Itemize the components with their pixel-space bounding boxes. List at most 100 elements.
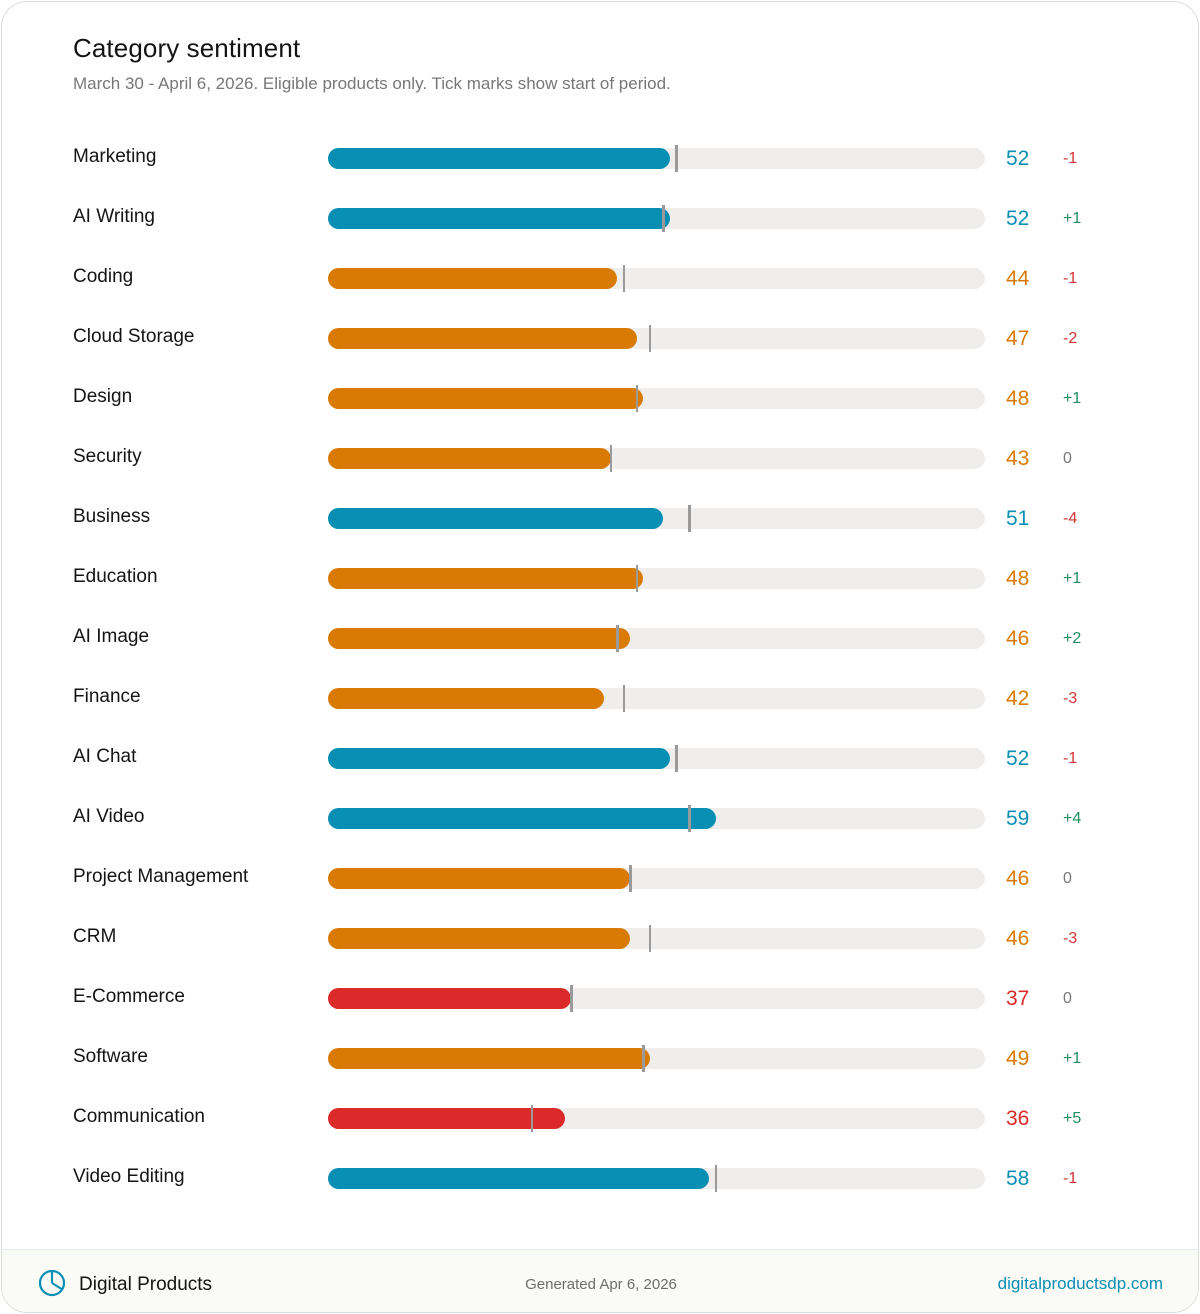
bar-track — [328, 985, 985, 1012]
value-label: 52 — [1006, 207, 1030, 230]
chart-row: Design 48 +1 — [2, 370, 1198, 430]
category-label: Cloud Storage — [73, 326, 195, 347]
category-label: Education — [73, 566, 158, 587]
category-label: AI Writing — [73, 206, 156, 227]
bar-fill — [328, 988, 572, 1009]
bar-fill — [328, 1168, 710, 1189]
bar-track — [328, 1045, 985, 1072]
bar-track — [328, 565, 985, 592]
start-period-tick — [609, 445, 612, 472]
start-period-tick — [635, 385, 639, 412]
change-label: -1 — [1063, 270, 1078, 287]
category-label: Marketing — [73, 146, 157, 167]
bar-track — [328, 925, 985, 952]
change-label: 0 — [1063, 870, 1072, 887]
category-label: Project Management — [73, 866, 249, 887]
start-period-tick — [675, 145, 678, 172]
bar-fill — [328, 448, 611, 469]
change-label: 0 — [1063, 990, 1072, 1007]
start-period-tick — [688, 505, 691, 532]
bar-fill — [328, 1108, 565, 1129]
bar-track — [328, 505, 985, 532]
chart-subtitle: March 30 - April 6, 2026. Eligible produ… — [73, 74, 671, 93]
category-label: Business — [73, 506, 151, 527]
start-period-tick — [714, 1165, 718, 1192]
start-period-tick — [570, 985, 573, 1012]
chart-row: AI Video 59 +4 — [2, 790, 1198, 850]
bar-rows: Marketing 52 -1 AI Writing 52 +1 Coding 44 -1 Clo… — [2, 130, 1198, 1210]
bar-track — [328, 325, 985, 352]
footer: Digital Products Generated Apr 6, 2026 d… — [2, 1249, 1198, 1312]
category-label: AI Image — [73, 626, 150, 647]
bar-fill — [328, 1048, 650, 1069]
bar-fill — [328, 808, 716, 829]
bar-track — [328, 205, 985, 232]
start-period-tick — [642, 1045, 645, 1072]
bar-track — [328, 865, 985, 892]
bar-track — [328, 1105, 985, 1132]
footer-brand: Digital Products — [79, 1274, 213, 1295]
value-label: 46 — [1006, 627, 1030, 650]
category-label: AI Chat — [73, 746, 137, 767]
category-label: Finance — [73, 686, 141, 707]
chart-row: Finance 42 -3 — [2, 670, 1198, 730]
change-label: -4 — [1063, 510, 1078, 527]
bar-track — [328, 145, 985, 172]
start-period-tick — [688, 805, 691, 832]
category-label: E-Commerce — [73, 986, 185, 1007]
change-label: -2 — [1063, 330, 1078, 347]
value-label: 48 — [1006, 567, 1030, 590]
category-label: Design — [73, 386, 133, 407]
chart-row: Marketing 52 -1 — [2, 130, 1198, 190]
bar-track — [328, 745, 985, 772]
change-label: -3 — [1063, 930, 1078, 947]
start-period-tick — [622, 685, 626, 712]
chart-row: Security 43 0 — [2, 430, 1198, 490]
chart-title: Category sentiment — [73, 33, 301, 63]
footer-site-link[interactable]: digitalproductsdp.com — [997, 1274, 1163, 1293]
bar-fill — [328, 928, 631, 949]
bar-fill — [328, 208, 670, 229]
chart-row: Communication 36 +5 — [2, 1090, 1198, 1150]
change-label: +2 — [1063, 630, 1082, 647]
change-label: +4 — [1063, 810, 1082, 827]
value-label: 52 — [1006, 147, 1030, 170]
change-label: -3 — [1063, 690, 1078, 707]
start-period-tick — [635, 565, 639, 592]
value-label: 58 — [1006, 1167, 1030, 1190]
bar-fill — [328, 388, 644, 409]
value-label: 44 — [1006, 267, 1030, 290]
chart-row: Business 51 -4 — [2, 490, 1198, 550]
chart-row: AI Image 46 +2 — [2, 610, 1198, 670]
value-label: 37 — [1006, 987, 1030, 1010]
category-label: AI Video — [73, 806, 145, 827]
category-label: Software — [73, 1046, 148, 1067]
bar-fill — [328, 628, 631, 649]
bar-fill — [328, 868, 631, 889]
bar-track — [328, 685, 985, 712]
start-period-tick — [648, 325, 652, 352]
bar-track — [328, 625, 985, 652]
bar-fill — [328, 688, 604, 709]
start-period-tick — [622, 265, 626, 292]
chart-row: AI Writing 52 +1 — [2, 190, 1198, 250]
bar-track — [328, 265, 985, 292]
bar-track — [328, 445, 985, 472]
value-label: 47 — [1006, 327, 1030, 350]
start-period-tick — [530, 1105, 534, 1132]
change-label: 0 — [1063, 450, 1072, 467]
change-label: +1 — [1063, 390, 1082, 407]
chart-row: Video Editing 58 -1 — [2, 1150, 1198, 1210]
pie-chart-icon — [38, 1269, 66, 1297]
change-label: -1 — [1063, 150, 1078, 167]
change-label: -1 — [1063, 1170, 1078, 1187]
change-label: +1 — [1063, 570, 1082, 587]
chart-row: E-Commerce 37 0 — [2, 970, 1198, 1030]
bar-fill — [328, 508, 664, 529]
chart-row: Cloud Storage 47 -2 — [2, 310, 1198, 370]
start-period-tick — [616, 625, 619, 652]
change-label: -1 — [1063, 750, 1078, 767]
value-label: 46 — [1006, 927, 1030, 950]
chart-row: AI Chat 52 -1 — [2, 730, 1198, 790]
